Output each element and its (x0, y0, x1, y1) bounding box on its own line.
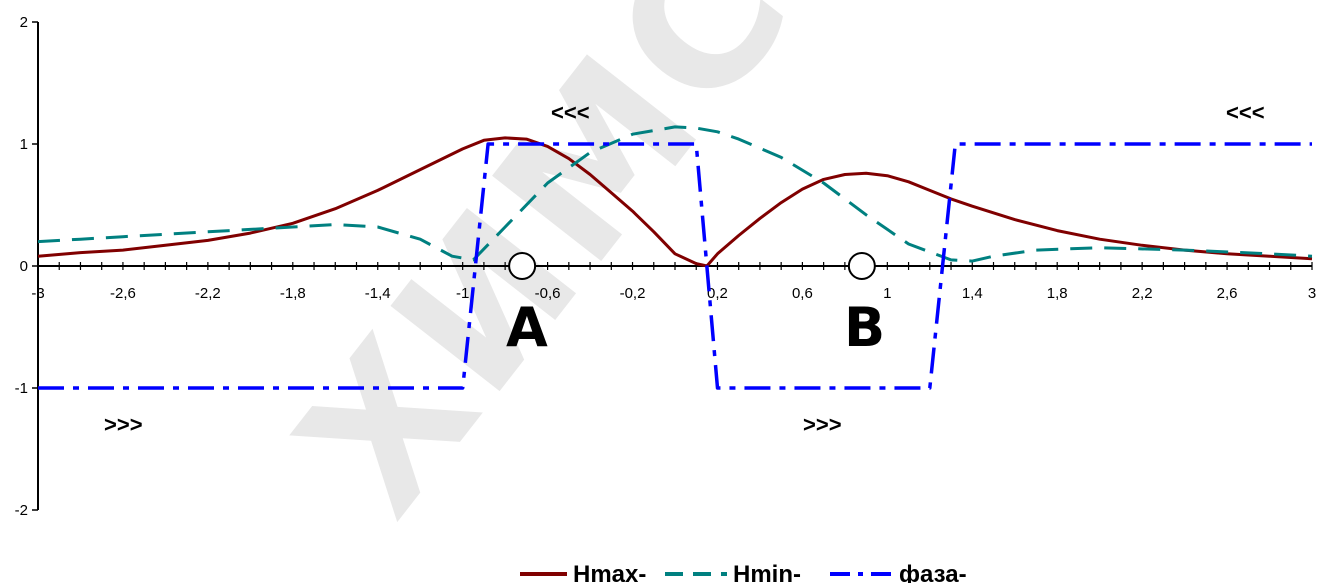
markers (508, 252, 876, 280)
x-tick-label: 0,6 (792, 285, 813, 302)
axes: -2 -1 0 1 2 -3 -2,6 -2,2 -1,8 -1,4 -1 -0,6 -0,2 0,2 0,… (15, 14, 1317, 519)
watermark: ХИМСЕРВИС (256, 0, 1292, 553)
x-tick-label: -1,4 (365, 285, 391, 302)
label-a: A (506, 296, 548, 359)
label-b: B (844, 296, 885, 359)
x-tick-label: -0,2 (620, 285, 646, 302)
x-tick-label: 1,8 (1047, 285, 1068, 302)
x-tick-label: 1 (883, 285, 891, 302)
annotation-top-right-arrows: <<< (1226, 100, 1265, 125)
x-tick-label: -0,6 (535, 285, 561, 302)
x-tick-label: -1,8 (280, 285, 306, 302)
annotations: <<< <<< >>> >>> A B (104, 100, 1265, 437)
legend: Hmax- Hmin- фаза- (520, 561, 967, 583)
y-tick-label: 0 (20, 258, 28, 275)
x-tick-label: -2,2 (195, 285, 221, 302)
series-line-hmin (37, 125, 1313, 263)
x-tick-label: -3 (31, 285, 44, 302)
series-line-phase (38, 142, 1312, 390)
legend-label-hmax: Hmax- (573, 561, 646, 583)
y-tick-label: 1 (20, 136, 28, 153)
marker-circle-a (508, 252, 537, 280)
x-tick-label: 3 (1308, 285, 1316, 302)
x-tick-label: -2,6 (110, 285, 136, 302)
annotation-bottom-right-arrows: >>> (803, 412, 842, 437)
marker-circle-b (847, 252, 876, 280)
x-tick-label: 2,6 (1217, 285, 1238, 302)
x-tick-label: 0,2 (707, 285, 728, 302)
x-tick-label: -1 (456, 285, 469, 302)
annotation-bottom-left-arrows: >>> (104, 412, 143, 437)
annotation-top-left-arrows: <<< (551, 100, 590, 125)
legend-label-phase: фаза- (899, 561, 967, 583)
y-tick-label: -2 (15, 502, 28, 519)
series-lines (37, 125, 1313, 390)
y-tick-label: 2 (20, 14, 28, 31)
legend-label-hmin: Hmin- (733, 561, 801, 583)
x-tick-label: 1,4 (962, 285, 983, 302)
series-line-hmax (37, 136, 1313, 268)
y-tick-label: -1 (15, 380, 28, 397)
watermark-text: ХИМСЕРВИС (256, 0, 1292, 553)
x-tick-label: 2,2 (1132, 285, 1153, 302)
